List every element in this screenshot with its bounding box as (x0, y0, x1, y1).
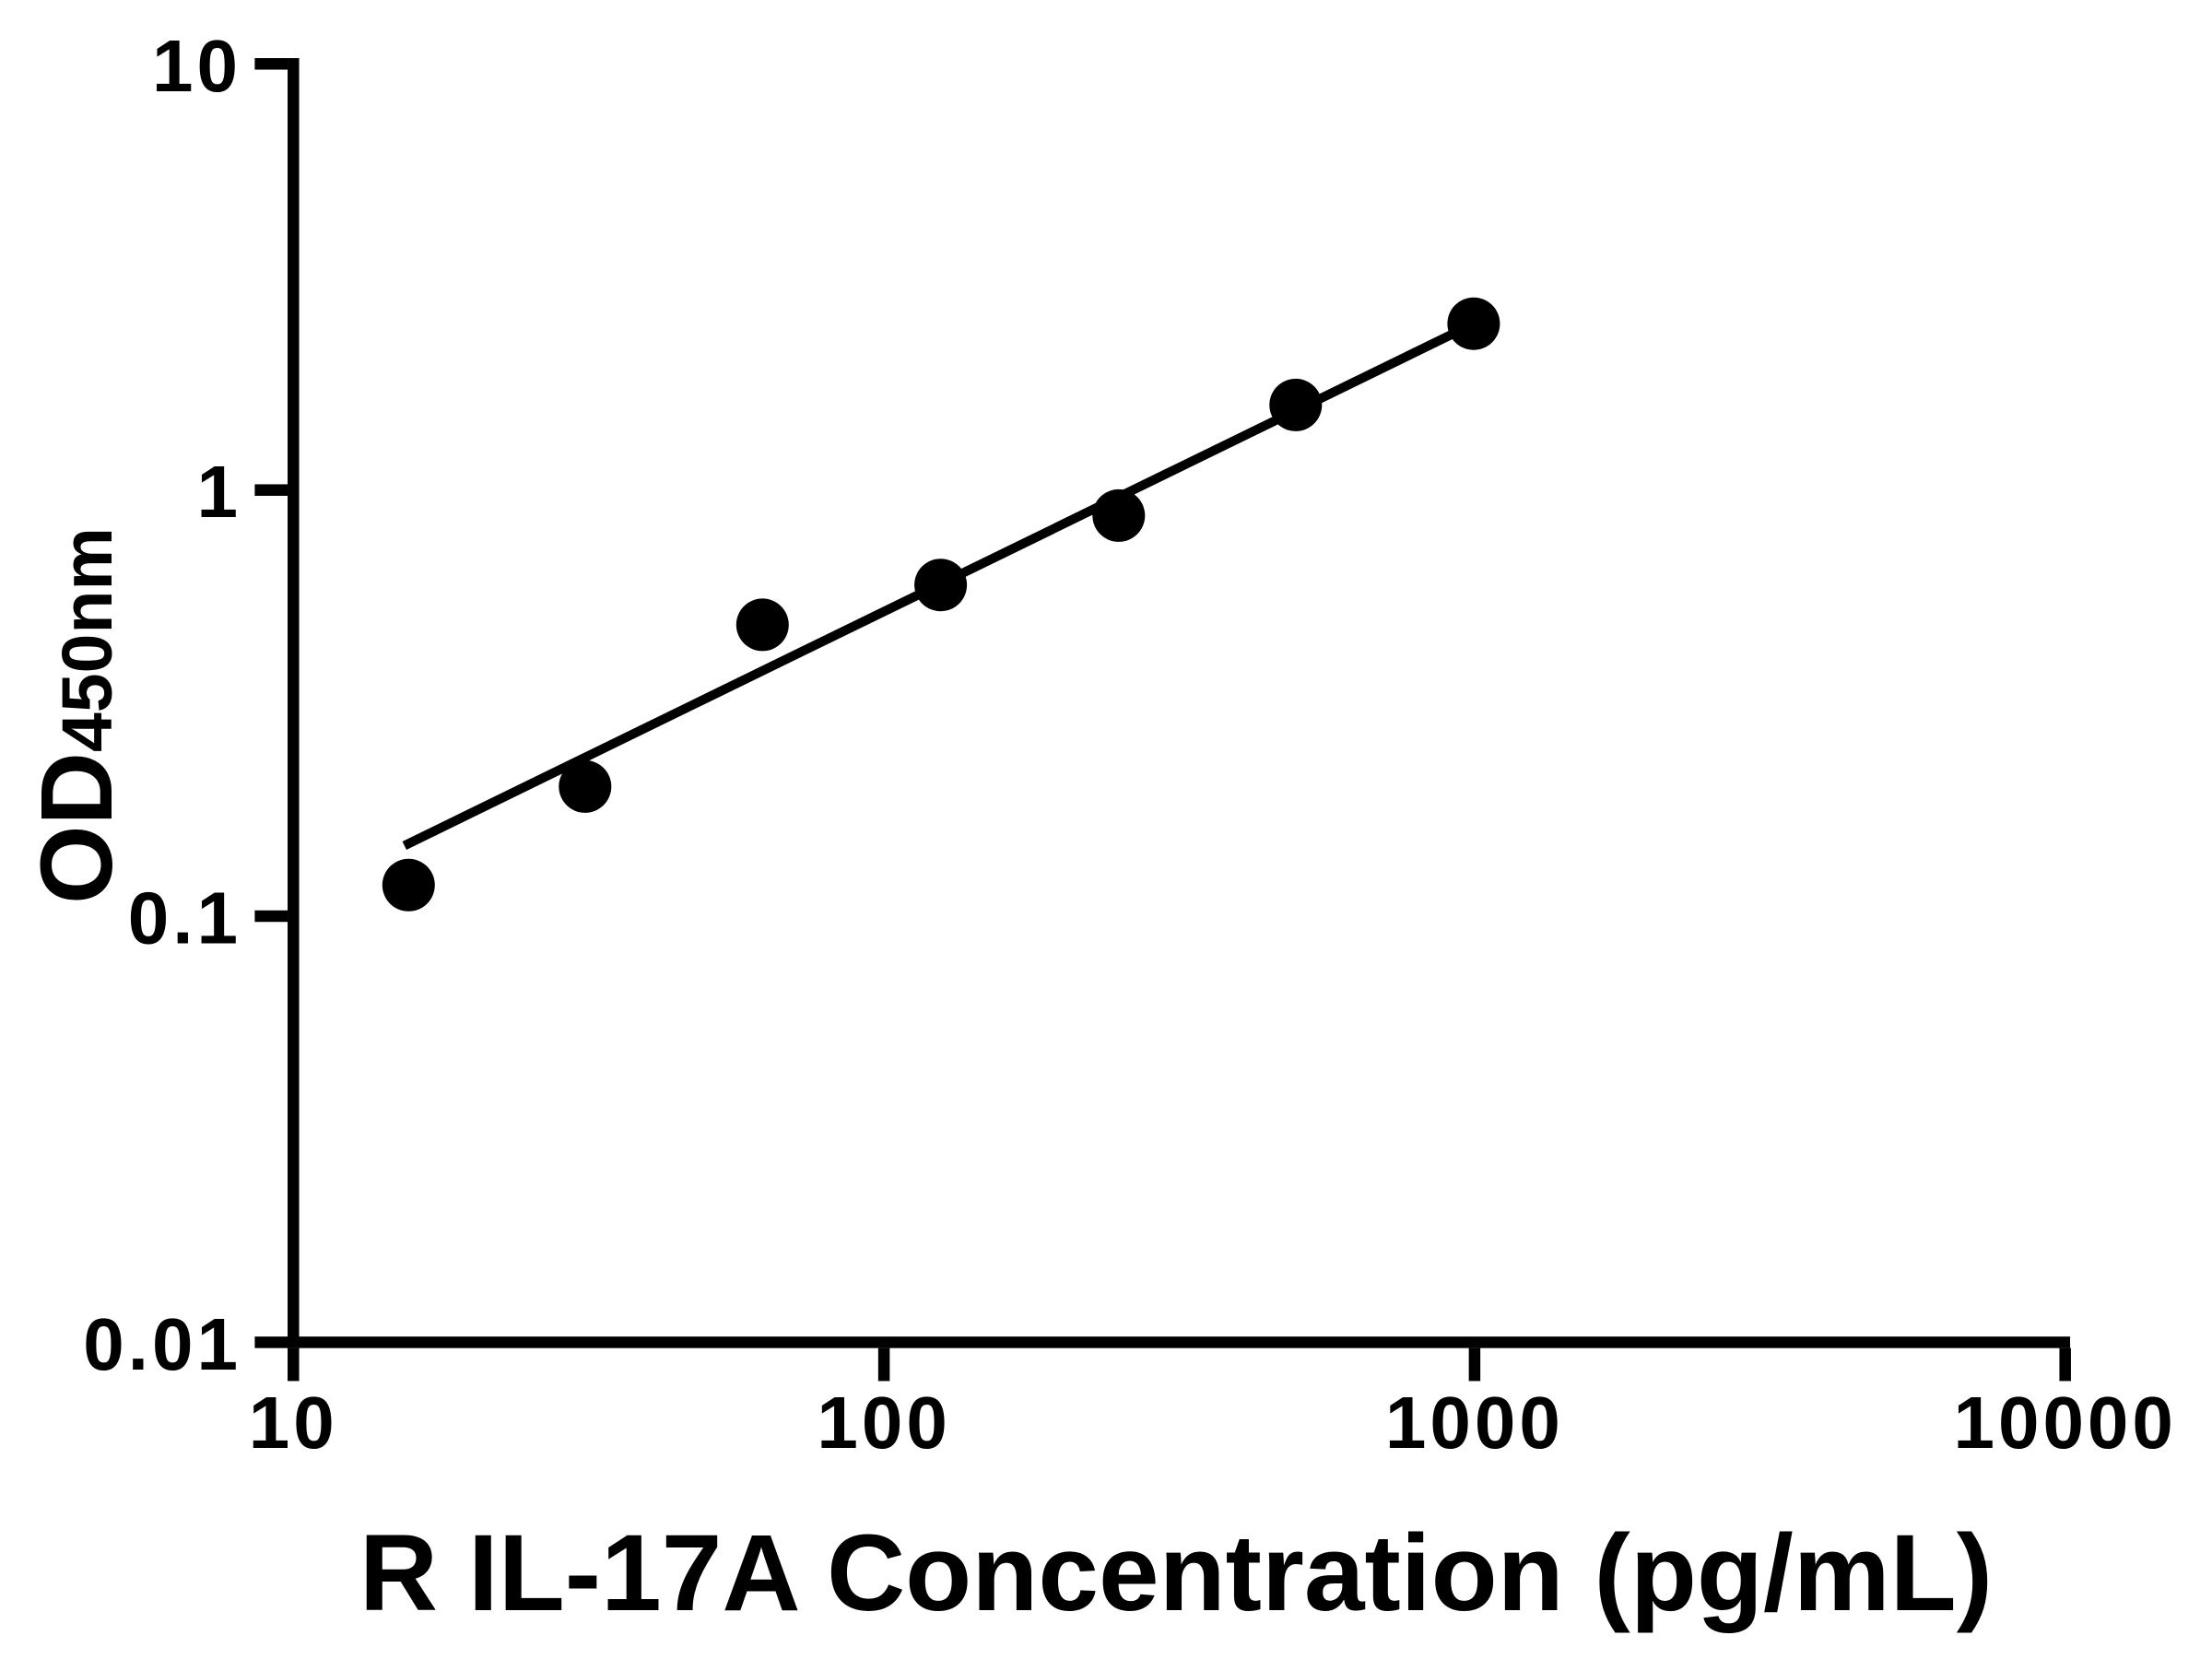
svg-text:1000: 1000 (1385, 1382, 1564, 1464)
svg-text:0.1: 0.1 (128, 877, 241, 959)
svg-text:0.01: 0.01 (83, 1303, 241, 1385)
svg-text:100: 100 (817, 1382, 950, 1464)
svg-text:OD450nm: OD450nm (20, 527, 134, 904)
svg-text:1: 1 (197, 451, 242, 533)
svg-text:10: 10 (249, 1382, 338, 1464)
svg-text:R IL-17A Concentration (pg/mL): R IL-17A Concentration (pg/mL) (359, 1512, 1993, 1634)
svg-text:10: 10 (152, 25, 241, 107)
svg-text:10000: 10000 (1953, 1382, 2176, 1464)
